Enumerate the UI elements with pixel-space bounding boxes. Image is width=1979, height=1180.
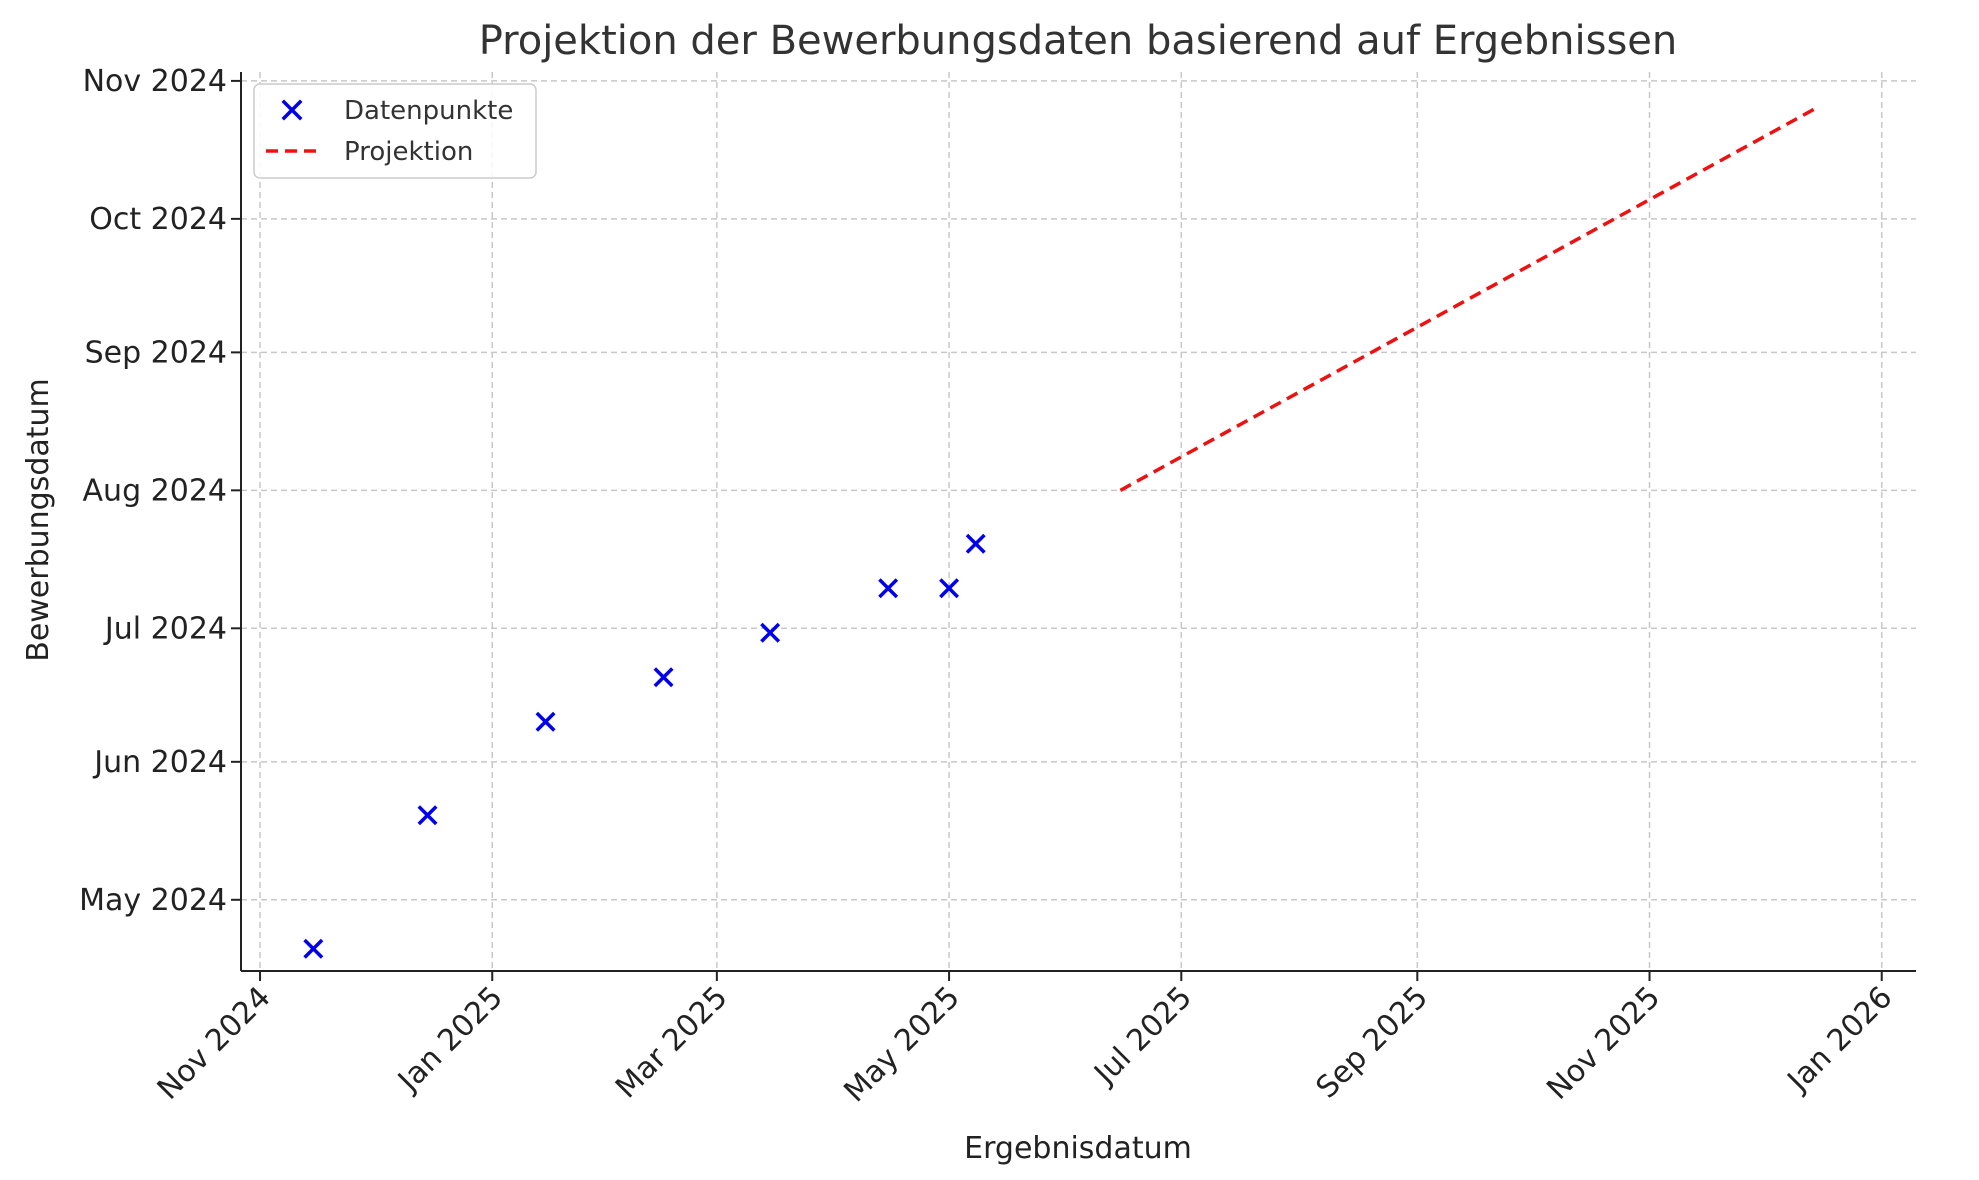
grid-lines [241,72,1916,971]
data-point [417,805,438,826]
x-tick-label: Jan 2025 [390,980,510,1100]
data-point [939,578,960,599]
x-tick-label: Jan 2026 [1780,980,1900,1100]
data-point [760,622,781,643]
legend-entries: Datenpunkte Projektion [266,96,513,167]
y-tick-label: Aug 2024 [83,473,227,508]
y-tick-label: Jul 2024 [103,611,227,646]
x-axis-label: Ergebnisdatum [964,1131,1192,1166]
data-point [535,711,556,732]
y-tick-label: May 2024 [79,883,227,918]
y-axis-ticks: May 2024 Jun 2024 Jul 2024 Aug 2024 Sep 2024… [79,64,241,918]
legend-box [253,83,537,179]
projection-line [1119,106,1818,492]
y-tick-label: Sep 2024 [85,335,227,370]
y-tick-label: Jun 2024 [92,745,227,780]
data-point [878,578,899,599]
data-point [303,938,324,959]
y-tick-label: Oct 2024 [89,202,227,237]
x-tick-label: May 2025 [837,980,966,1109]
legend: Datenpunkte Projektion [253,83,537,179]
data-point [653,667,674,688]
y-tick-label: Nov 2024 [83,64,227,99]
data-point [965,533,986,554]
data-series [303,106,1818,959]
x-tick-label: Mar 2025 [609,980,735,1106]
legend-marker-swatch [281,99,303,121]
x-tick-label: Sep 2025 [1309,980,1434,1105]
legend-label: Datenpunkte [344,96,513,126]
x-tick-label: Nov 2025 [1540,980,1667,1107]
y-axis-label: Bewerbungsdatum [21,378,56,662]
x-axis-ticks: Nov 2024 Jan 2025 Mar 2025 May 2025 Jul 2025… [151,971,1900,1109]
chart-title: Projektion der Bewerbungsdaten basierend… [479,18,1678,64]
x-tick-label: Jul 2025 [1086,980,1198,1092]
x-tick-label: Nov 2024 [151,980,278,1107]
legend-label: Projektion [344,137,473,167]
